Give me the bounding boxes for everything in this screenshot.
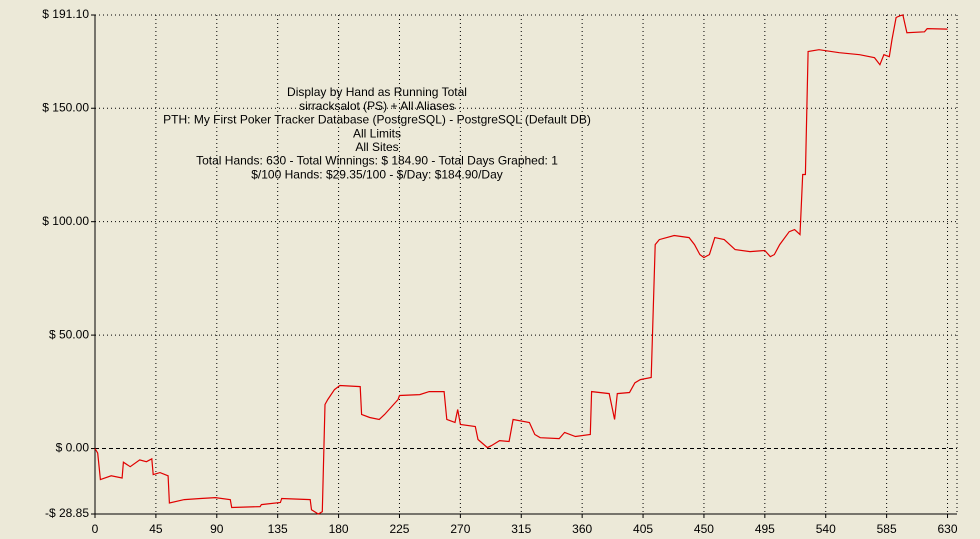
x-tick-label: 360 (572, 522, 592, 536)
x-tick-label: 540 (816, 522, 836, 536)
x-tick-label: 270 (450, 522, 470, 536)
annotation-line: Display by Hand as Running Total (287, 85, 467, 99)
y-tick-label: $ 100.00 (42, 214, 89, 228)
y-tick-label: $ 50.00 (49, 327, 89, 341)
x-tick-label: 180 (329, 522, 349, 536)
x-tick-label: 45 (149, 522, 163, 536)
annotation-line: PTH: My First Poker Tracker Database (Po… (163, 113, 591, 127)
annotation-line: $/100 Hands: $29.35/100 - $/Day: $184.90… (251, 167, 503, 181)
x-tick-label: 585 (877, 522, 897, 536)
y-tick-label: $ 0.00 (56, 441, 90, 455)
x-tick-label: 0 (92, 522, 99, 536)
x-tick-label: 225 (389, 522, 409, 536)
annotation-line: All Sites (355, 140, 398, 154)
y-tick-label: $ 150.00 (42, 100, 89, 114)
y-tick-label: -$ 28.85 (45, 506, 89, 520)
y-tick-label: $ 191.10 (42, 7, 89, 21)
x-tick-label: 450 (694, 522, 714, 536)
annotation-line: All Limits (353, 126, 401, 140)
x-tick-label: 90 (210, 522, 224, 536)
x-tick-label: 495 (755, 522, 775, 536)
x-tick-label: 315 (511, 522, 531, 536)
x-tick-label: 135 (268, 522, 288, 536)
running-total-line (94, 14, 948, 515)
x-tick-label: 630 (938, 522, 958, 536)
annotation-block: Display by Hand as Running Totalsirracks… (163, 85, 591, 181)
x-tick-label: 405 (633, 522, 653, 536)
annotation-line: sirracksalot (PS) + All Aliases (299, 99, 455, 113)
annotation-line: Total Hands: 630 - Total Winnings: $ 184… (196, 154, 558, 168)
